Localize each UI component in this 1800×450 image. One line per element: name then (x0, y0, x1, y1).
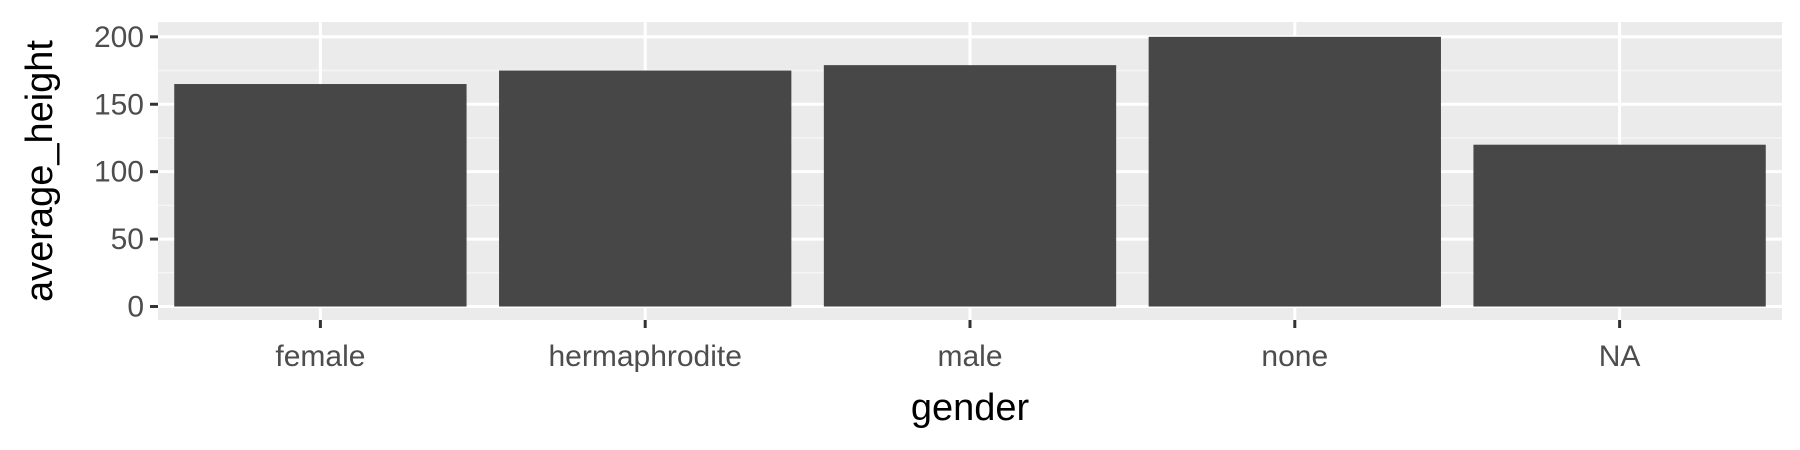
y-tick-label: 200 (94, 21, 144, 54)
x-tick-label: NA (1599, 340, 1641, 373)
y-tick-label: 150 (94, 88, 144, 121)
bar-hermaphrodite (499, 70, 792, 307)
bar-na (1473, 144, 1766, 307)
x-tick-label: female (275, 340, 365, 373)
x-axis: female hermaphrodite male none NA (275, 320, 1640, 373)
x-tick-label: none (1261, 340, 1328, 373)
bar-none (1148, 36, 1441, 307)
bar-female (174, 84, 467, 307)
y-axis-title: average_height (19, 40, 61, 302)
bar-male (823, 65, 1117, 307)
x-tick-label: male (937, 340, 1002, 373)
x-tick-label: hermaphrodite (548, 340, 741, 373)
y-axis: 0 50 100 150 200 (94, 21, 158, 324)
bars (174, 36, 1766, 307)
y-tick-label: 100 (94, 156, 144, 189)
y-tick-label: 0 (127, 291, 144, 324)
y-tick-label: 50 (111, 223, 144, 256)
x-axis-title: gender (911, 387, 1030, 429)
